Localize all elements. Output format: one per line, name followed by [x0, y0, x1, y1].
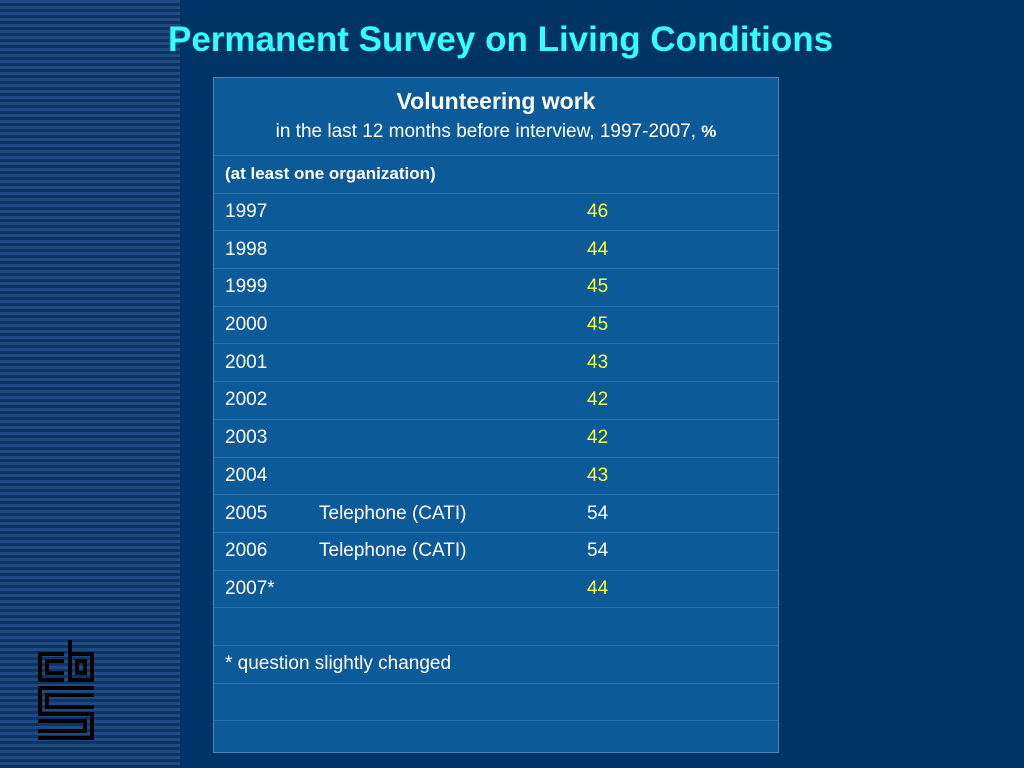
year-cell: 2003	[225, 427, 268, 449]
cbs-logo	[38, 640, 94, 740]
empty-row	[214, 721, 778, 759]
year-cell: 1999	[225, 276, 268, 298]
table-heading: Volunteering work	[396, 88, 596, 114]
table-row: 2002 42	[214, 382, 778, 420]
volunteering-table: Volunteering work in the last 12 months …	[213, 77, 779, 753]
empty-row	[214, 608, 778, 646]
value-cell: 44	[587, 238, 609, 260]
value-cell: 43	[587, 464, 609, 486]
table-row: 1997 46	[214, 194, 778, 232]
value-cell: 44	[587, 577, 609, 599]
subgroup-row: (at least one organization)	[214, 156, 778, 194]
year-cell: 2000	[225, 314, 268, 336]
year-cell: 2007*	[225, 577, 275, 599]
table-row: 2007* 44	[214, 571, 778, 609]
table-subheading-line: in the last 12 months before interview, …	[214, 121, 778, 143]
table-header: Volunteering work in the last 12 months …	[214, 78, 778, 156]
unit-label: %	[701, 122, 717, 141]
value-cell: 45	[587, 276, 609, 298]
empty-row	[214, 684, 778, 722]
footnote-row: * question slightly changed	[214, 646, 778, 684]
value-cell: 54	[587, 540, 609, 562]
year-cell: 1997	[225, 201, 268, 223]
year-cell: 2005	[225, 502, 268, 524]
table-row: 2004 43	[214, 458, 778, 496]
mode-cell: Telephone (CATI)	[319, 540, 467, 562]
mode-cell: Telephone (CATI)	[319, 502, 467, 524]
slide-title: Permanent Survey on Living Conditions	[168, 20, 834, 59]
table-row: 2006 Telephone (CATI) 54	[214, 533, 778, 571]
year-cell: 1998	[225, 238, 268, 260]
table-row: 1998 44	[214, 231, 778, 270]
year-cell: 2001	[225, 351, 268, 373]
table-row: 2005 Telephone (CATI) 54	[214, 495, 778, 533]
striped-sidebar	[0, 0, 180, 768]
value-cell: 42	[587, 389, 609, 411]
value-cell: 54	[587, 502, 609, 524]
year-cell: 2006	[225, 540, 268, 562]
table-row: 2003 42	[214, 420, 778, 458]
table-row: 1999 45	[214, 269, 778, 307]
table-subheading: in the last 12 months before interview, …	[275, 121, 696, 142]
value-cell: 46	[587, 201, 609, 223]
subgroup-label: (at least one organization)	[225, 164, 436, 184]
year-cell: 2004	[225, 464, 268, 486]
value-cell: 43	[587, 351, 609, 373]
table-row: 2001 43	[214, 344, 778, 383]
year-cell: 2002	[225, 389, 268, 411]
table-row: 2000 45	[214, 307, 778, 345]
value-cell: 45	[587, 314, 609, 336]
value-cell: 42	[587, 427, 609, 449]
footnote: * question slightly changed	[225, 653, 452, 675]
